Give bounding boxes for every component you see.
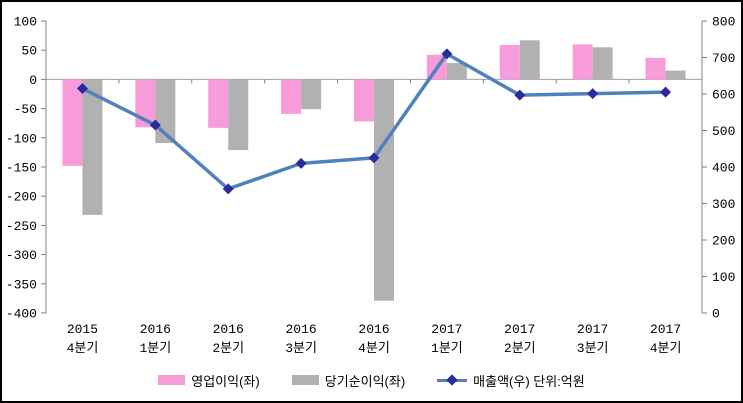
category-label: 3분기 xyxy=(577,341,609,356)
right-axis-tick-label: 800 xyxy=(712,15,735,30)
right-axis-tick-label: 300 xyxy=(712,197,735,212)
bar xyxy=(62,79,83,166)
gray-bar-swatch-icon xyxy=(291,375,319,385)
category-label: 2016 xyxy=(140,322,171,337)
right-axis-tick-label: 400 xyxy=(712,161,735,176)
right-axis-tick-label: 500 xyxy=(712,124,735,139)
category-label: 2016 xyxy=(358,322,389,337)
bar xyxy=(572,44,593,80)
pink-bar-swatch-icon xyxy=(158,375,186,385)
diamond-marker-icon xyxy=(368,152,380,164)
right-axis-tick-label: 700 xyxy=(712,51,735,66)
bar xyxy=(228,79,249,151)
x-axis-labels: 2015 4분기 2016 1분기 2016 2분기 2016 3분기 2016 4분기 2017 1… xyxy=(67,322,682,356)
bar xyxy=(208,79,229,128)
axes xyxy=(41,20,707,314)
left-axis-tick-label: -200 xyxy=(6,190,37,205)
category-label: 2분기 xyxy=(212,341,244,356)
diamond-marker-icon xyxy=(514,89,526,101)
category-label: 4분기 xyxy=(67,341,99,356)
category-label: 1분기 xyxy=(431,341,463,356)
diamond-marker-icon xyxy=(222,183,234,195)
bar xyxy=(665,70,686,80)
bar-series-0 xyxy=(62,44,666,166)
diamond-marker-icon xyxy=(441,48,453,60)
category-label: 4분기 xyxy=(358,341,390,356)
legend-item-operating-profit: 영업이익(좌) xyxy=(158,371,260,390)
bar xyxy=(645,57,666,80)
category-label: 2016 xyxy=(286,322,317,337)
bar xyxy=(281,79,302,114)
right-axis-tick-label: 600 xyxy=(712,88,735,103)
category-label: 2017 xyxy=(650,322,681,337)
left-axis-tick-label: -100 xyxy=(6,131,37,146)
legend-label-revenue: 매출액(우) 단위:억원 xyxy=(473,373,585,389)
bar xyxy=(135,79,156,128)
bar xyxy=(301,79,322,110)
category-label: 2015 xyxy=(67,322,98,337)
bar-series-1 xyxy=(82,40,686,301)
line-diamond-swatch-icon xyxy=(437,374,468,386)
left-axis-tick-label: -350 xyxy=(6,277,37,292)
diamond-marker-icon xyxy=(660,86,672,98)
category-label: 2017 xyxy=(504,322,535,337)
bar xyxy=(354,79,374,122)
bar xyxy=(374,79,394,301)
category-label: 3분기 xyxy=(285,341,317,356)
category-label: 2016 xyxy=(213,322,244,337)
category-label: 2017 xyxy=(431,322,462,337)
right-axis-tick-label: 200 xyxy=(712,234,735,249)
chart-legend: 영업이익(좌) 당기순이익(좌) 매출액(우) 단위:억원 xyxy=(2,365,741,395)
right-axis-tick-label: 100 xyxy=(712,270,735,285)
bar xyxy=(519,40,540,80)
bar xyxy=(592,47,613,80)
right-axis-tick-label: 0 xyxy=(712,307,720,322)
category-label: 2017 xyxy=(577,322,608,337)
left-axis-tick-label: 0 xyxy=(29,73,37,88)
legend-item-revenue: 매출액(우) 단위:억원 xyxy=(437,371,585,390)
left-axis-tick-label: -250 xyxy=(6,219,37,234)
bar xyxy=(499,44,520,80)
left-axis-tick-label: 50 xyxy=(21,44,37,59)
left-axis-tick-label: -50 xyxy=(14,102,37,117)
diamond-marker-icon xyxy=(295,157,307,169)
legend-item-net-income: 당기순이익(좌) xyxy=(291,371,406,390)
diamond-marker-icon xyxy=(587,88,599,100)
diamond-marker-icon xyxy=(149,119,161,131)
left-axis-tick-label: -300 xyxy=(6,248,37,263)
bar xyxy=(82,79,103,215)
category-label: 2분기 xyxy=(504,341,536,356)
legend-label-net-income: 당기순이익(좌) xyxy=(324,373,406,389)
category-label: 1분기 xyxy=(139,341,171,356)
left-axis-tick-label: -150 xyxy=(6,161,37,176)
bar xyxy=(446,63,467,80)
left-axis-tick-label: 100 xyxy=(14,15,37,30)
legend-label-operating-profit: 영업이익(좌) xyxy=(191,373,260,389)
diamond-marker-icon xyxy=(76,83,88,95)
left-axis-tick-label: -400 xyxy=(6,307,37,322)
category-label: 4분기 xyxy=(650,341,682,356)
